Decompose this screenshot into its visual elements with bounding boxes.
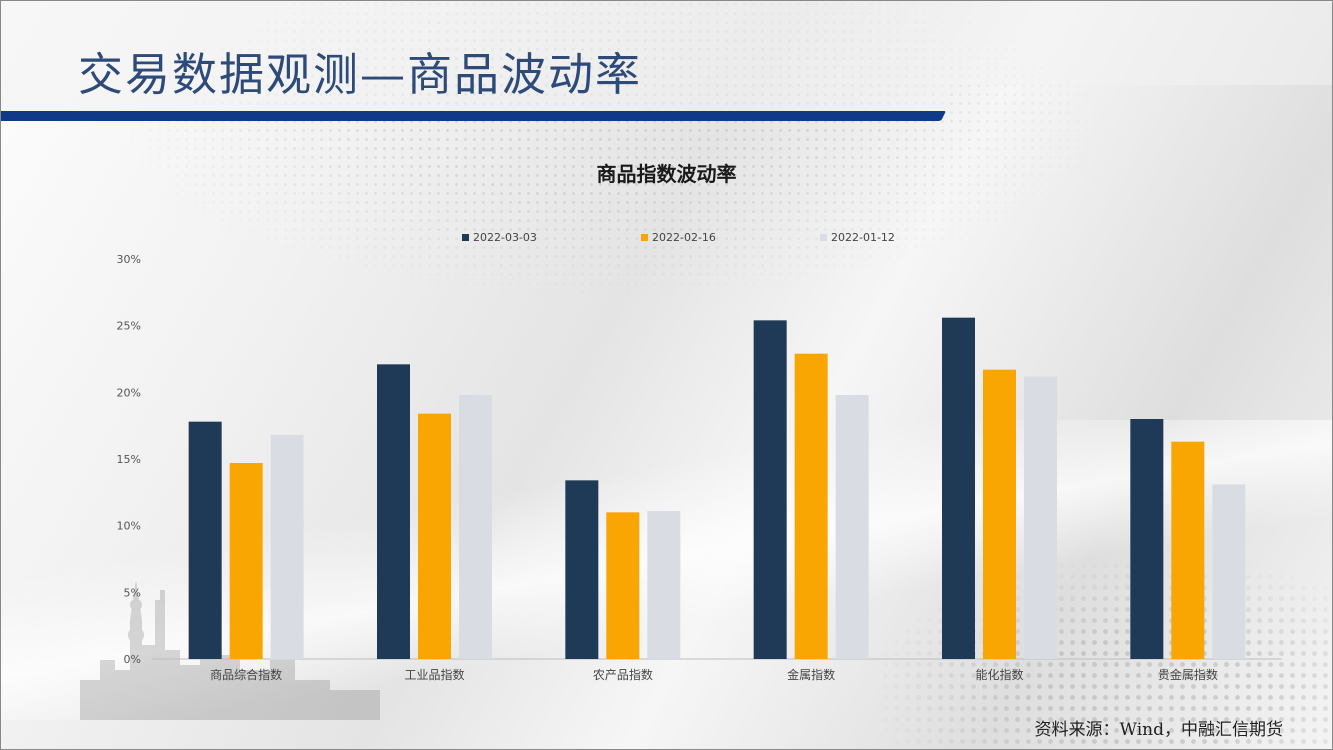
- legend-label: 2022-03-03: [473, 231, 537, 244]
- legend-item-series-1: 2022-03-03: [462, 231, 537, 244]
- bar: [647, 511, 681, 659]
- chart-legend: 2022-03-03 2022-02-16 2022-01-12: [0, 231, 1333, 245]
- y-tick-label: 15%: [117, 453, 141, 466]
- bar: [606, 512, 640, 659]
- x-tick-label: 商品综合指数: [210, 667, 282, 682]
- bar: [418, 413, 451, 659]
- source-note: 资料来源：Wind，中融汇信期货: [1034, 720, 1283, 740]
- y-tick-label: 5%: [124, 586, 141, 599]
- x-tick-label: 贵金属指数: [1158, 667, 1218, 682]
- bar: [753, 320, 787, 659]
- bar: [188, 421, 222, 659]
- header-accent-bar: [0, 111, 946, 121]
- bar: [270, 435, 304, 659]
- bar: [794, 353, 828, 659]
- bar: [1130, 419, 1164, 659]
- legend-label: 2022-02-16: [652, 231, 716, 244]
- bar: [229, 463, 263, 659]
- y-tick-label: 25%: [117, 320, 141, 333]
- legend-swatch: [641, 234, 648, 241]
- bar: [459, 395, 492, 659]
- legend-item-series-2: 2022-02-16: [641, 231, 716, 244]
- x-tick-label: 工业品指数: [404, 667, 464, 682]
- page-title: 交易数据观测—商品波动率: [78, 48, 643, 101]
- bar: [983, 369, 1016, 659]
- y-tick-label: 0%: [124, 653, 141, 666]
- bar: [377, 364, 410, 659]
- legend-item-series-3: 2022-01-12: [820, 231, 895, 244]
- bar: [1171, 441, 1205, 659]
- x-tick-label: 农产品指数: [593, 667, 653, 682]
- bar: [1212, 484, 1246, 659]
- header-band: [0, 0, 1333, 121]
- chart-title: 商品指数波动率: [596, 162, 737, 186]
- bar: [565, 480, 599, 659]
- y-tick-label: 30%: [117, 253, 141, 266]
- x-tick-label: 能化指数: [975, 667, 1023, 682]
- y-tick-label: 20%: [117, 386, 141, 399]
- y-tick-label: 10%: [117, 520, 141, 533]
- x-tick-label: 金属指数: [787, 667, 835, 682]
- legend-swatch: [462, 234, 469, 241]
- bar: [835, 395, 869, 659]
- legend-label: 2022-01-12: [831, 231, 895, 244]
- legend-swatch: [820, 234, 827, 241]
- bar: [942, 317, 975, 659]
- bar: [1024, 376, 1057, 659]
